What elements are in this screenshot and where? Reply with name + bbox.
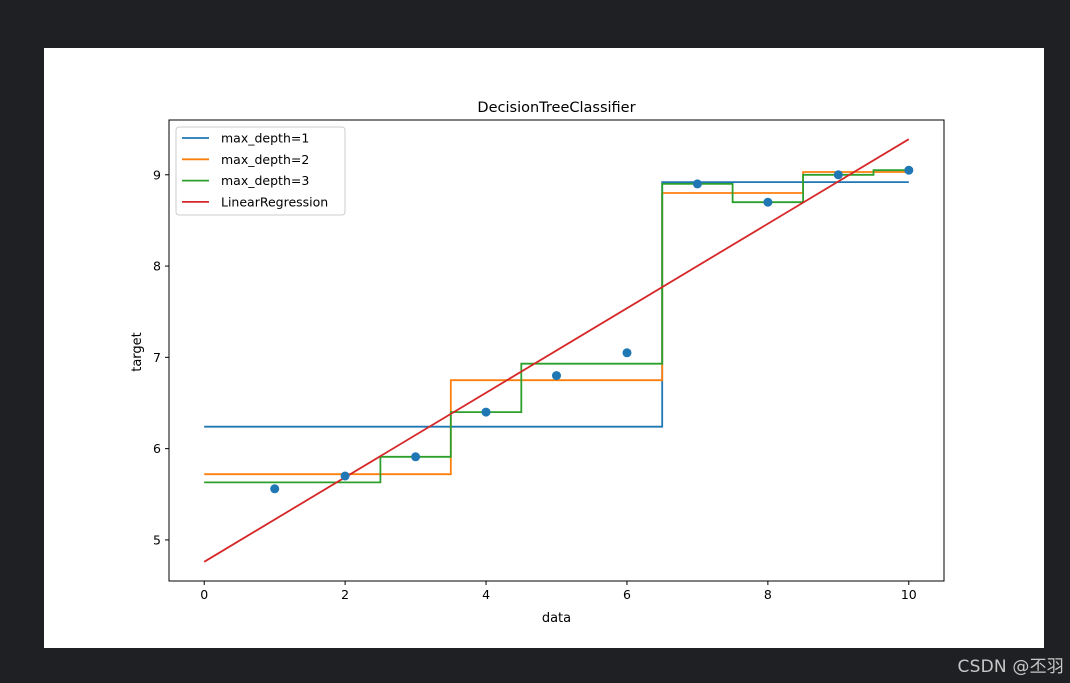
scatter-point xyxy=(411,452,421,462)
y-tick-label: 7 xyxy=(153,350,161,365)
y-tick-label: 6 xyxy=(153,441,161,456)
y-tick-label: 5 xyxy=(153,532,161,547)
chart-title: DecisionTreeClassifier xyxy=(477,100,635,116)
scatter-point xyxy=(552,371,561,381)
x-tick-label: 4 xyxy=(482,587,490,602)
scatter-point xyxy=(833,170,843,180)
y-tick-label: 8 xyxy=(153,259,161,274)
y-axis-label: target xyxy=(130,332,145,372)
watermark-text: CSDN @丕羽 xyxy=(957,657,1064,677)
scatter-point xyxy=(904,165,914,175)
plot-area-frame xyxy=(168,119,945,582)
scatter-points xyxy=(270,165,914,494)
x-tick-label: 6 xyxy=(623,587,631,602)
x-tick-label: 10 xyxy=(901,587,917,602)
scatter-point xyxy=(340,471,350,481)
x-tick-label: 2 xyxy=(341,587,349,602)
scatter-point xyxy=(622,348,632,358)
legend-label: max_depth=1 xyxy=(221,131,309,146)
series-line-max-depth-2 xyxy=(204,171,909,476)
legend-label: LinearRegression xyxy=(221,194,328,209)
scatter-point xyxy=(481,407,491,417)
scatter-point xyxy=(763,197,773,207)
legend-label: max_depth=3 xyxy=(221,173,309,188)
chart-svg: DecisionTreeClassifier data target 0 2 4 6 8… xyxy=(130,100,945,626)
x-axis-label: data xyxy=(542,611,571,626)
axis-ticks: 0 2 4 6 8 10 5 6 7 8 9 xyxy=(153,167,917,602)
legend-box xyxy=(175,126,346,216)
x-tick-label: 0 xyxy=(200,587,208,602)
series-line-max-depth-3 xyxy=(204,169,909,484)
legend: max_depth=1 max_depth=2 max_depth=3 LinearR… xyxy=(175,126,346,216)
figure-canvas: DecisionTreeClassifier data target 0 2 4 6 8… xyxy=(44,48,1044,648)
scatter-point xyxy=(692,179,702,189)
legend-label: max_depth=2 xyxy=(221,152,309,167)
series-line-max-depth-1 xyxy=(204,181,909,428)
series-line-linearregression xyxy=(203,138,910,563)
x-tick-label: 8 xyxy=(764,587,772,602)
y-tick-label: 9 xyxy=(153,167,161,182)
scatter-point xyxy=(270,484,280,494)
